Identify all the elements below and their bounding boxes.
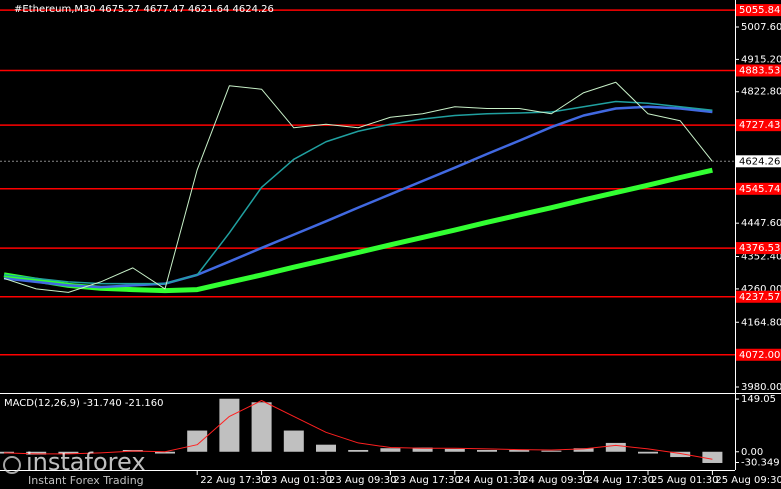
level-label: 4545.74 bbox=[739, 184, 780, 195]
x-tick-label: 22 Aug 17:30 bbox=[200, 475, 267, 486]
histogram-bar bbox=[283, 430, 304, 452]
level-label-box bbox=[736, 64, 781, 77]
histogram-bar bbox=[412, 447, 433, 452]
level-label: 4376.53 bbox=[739, 243, 780, 254]
y-tick-label: 0.00 bbox=[741, 447, 763, 458]
level-label-box bbox=[736, 182, 781, 195]
histogram-bar bbox=[605, 442, 626, 452]
histogram-bar bbox=[444, 448, 465, 452]
y-tick-label: -30.349 bbox=[741, 457, 780, 468]
histogram-bar bbox=[509, 449, 530, 452]
x-tick-label: 24 Aug 09:30 bbox=[522, 475, 589, 486]
x-tick-label: 23 Aug 17:30 bbox=[393, 475, 460, 486]
x-tick-label: 23 Aug 09:30 bbox=[329, 475, 396, 486]
last-price-label: 4624.26 bbox=[739, 156, 780, 167]
histogram-bar bbox=[541, 450, 562, 452]
y-tick-label: 4915.20 bbox=[741, 54, 781, 65]
y-tick-label: 149.05 bbox=[741, 394, 776, 405]
histogram-bar bbox=[316, 444, 336, 452]
logo bbox=[3, 456, 21, 474]
series-line bbox=[3, 100, 713, 285]
histogram-bar bbox=[702, 451, 723, 463]
y-tick-label: 4260.00 bbox=[741, 284, 781, 295]
level-label-box bbox=[736, 290, 781, 303]
histogram-bar bbox=[380, 448, 401, 452]
histogram-bar bbox=[219, 398, 240, 452]
histogram-bar bbox=[573, 448, 594, 452]
histogram-bar bbox=[251, 402, 272, 452]
level-label: 4237.57 bbox=[739, 292, 780, 303]
series-line bbox=[3, 400, 713, 460]
histogram-bar bbox=[638, 451, 658, 454]
series-line bbox=[3, 81, 713, 293]
macd-title: MACD(12,26,9) -31.740 -21.160 bbox=[4, 398, 164, 409]
y-tick-label: 4164.80 bbox=[741, 317, 781, 328]
histogram-bar bbox=[26, 451, 47, 455]
y-tick-label: 4822.80 bbox=[741, 87, 781, 98]
level-label: 4727.43 bbox=[739, 120, 780, 131]
tagline: Instant Forex Trading bbox=[28, 474, 144, 487]
level-label-box bbox=[736, 242, 781, 255]
series-line bbox=[3, 105, 713, 289]
chart-title: #Ethereum,M30 4675.27 4677.47 4621.64 46… bbox=[14, 4, 274, 15]
brand: instaforex bbox=[26, 448, 146, 476]
histogram-bar bbox=[155, 451, 175, 454]
watermark: instaforex Instant Forex Trading bbox=[3, 448, 146, 487]
last-price-box bbox=[736, 155, 781, 168]
y-tick-label: 4447.60 bbox=[741, 218, 781, 229]
level-label: 4883.53 bbox=[739, 65, 780, 76]
x-tick-label: 23 Aug 01:30 bbox=[265, 475, 332, 486]
histogram-bar bbox=[187, 430, 208, 452]
level-label-box bbox=[736, 119, 781, 132]
y-tick-label: 4352.40 bbox=[741, 252, 781, 263]
level-label: 4072.00 bbox=[739, 350, 780, 361]
x-tick-label: 25 Aug 09:30 bbox=[715, 475, 781, 486]
histogram-bar bbox=[477, 449, 497, 452]
histogram-bar bbox=[58, 451, 79, 454]
level-label-box bbox=[736, 348, 781, 361]
x-tick-label: 24 Aug 01:30 bbox=[458, 475, 525, 486]
y-tick-label: 3980.00 bbox=[741, 382, 781, 393]
histogram-bar bbox=[670, 451, 691, 458]
x-tick-label: 25 Aug 01:30 bbox=[651, 475, 718, 486]
y-tick-label: 5007.60 bbox=[741, 22, 781, 33]
histogram-bar bbox=[348, 449, 369, 452]
level-label-box bbox=[736, 4, 781, 17]
level-label: 5055.84 bbox=[739, 5, 780, 16]
x-tick-label: 24 Aug 17:30 bbox=[587, 475, 654, 486]
series-line bbox=[3, 167, 713, 294]
